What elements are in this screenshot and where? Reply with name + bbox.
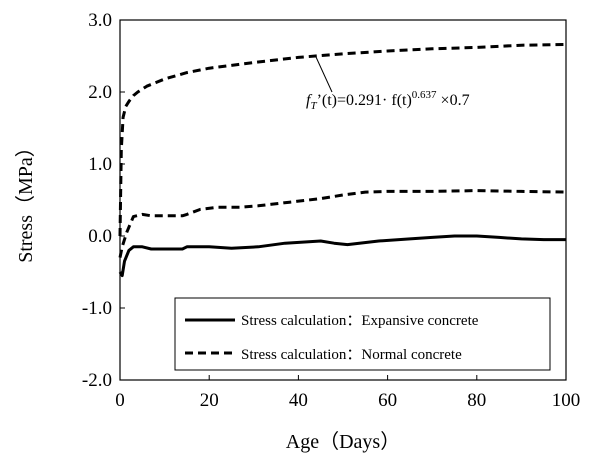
- y-axis-title: Stress（MPa）: [14, 137, 37, 263]
- x-tick-label: 80: [467, 390, 486, 411]
- annotation-mid: ’(t)=0.291· f(t): [317, 92, 412, 109]
- annotation-leader-line: [315, 56, 333, 93]
- x-tick-label: 0: [115, 390, 125, 411]
- y-tick-label: -2.0: [82, 370, 112, 391]
- annotation-sub: T: [310, 100, 317, 112]
- y-tick-label: 3.0: [88, 10, 112, 31]
- legend: Stress calculation：Expansive concrete St…: [174, 297, 551, 371]
- legend-label-normal: Stress calculation：Normal concrete: [241, 347, 462, 363]
- x-tick-label: 100: [552, 390, 581, 411]
- legend-label-expansive: Stress calculation：Expansive concrete: [241, 313, 479, 329]
- x-tick-label: 20: [200, 390, 219, 411]
- series-layer: [118, 43, 567, 278]
- series-line-tensile-strength: [118, 43, 567, 237]
- y-tick-label: -1.0: [82, 298, 112, 319]
- y-tick-label: 2.0: [88, 82, 112, 103]
- annotation-sup: 0.637: [412, 89, 437, 101]
- y-tick-label: 1.0: [88, 154, 112, 175]
- y-ticks: -2.0 -1.0 0.0 1.0 2.0 3.0: [82, 10, 125, 391]
- x-axis-title: Age（Days）: [286, 430, 400, 453]
- legend-box: [174, 297, 551, 371]
- annotation-formula: fT’(t)=0.291· f(t)0.637 ×0.7: [306, 89, 470, 112]
- x-tick-label: 60: [378, 390, 397, 411]
- y-tick-label: 0.0: [88, 226, 112, 247]
- plot-frame: [119, 19, 567, 381]
- x-tick-label: 40: [289, 390, 308, 411]
- annotation-tail: ×0.7: [437, 92, 470, 109]
- annotation-base: f: [306, 92, 313, 109]
- series-line-expansive: [118, 234, 566, 278]
- x-ticks: 0 20 40 60 80 100: [115, 375, 580, 411]
